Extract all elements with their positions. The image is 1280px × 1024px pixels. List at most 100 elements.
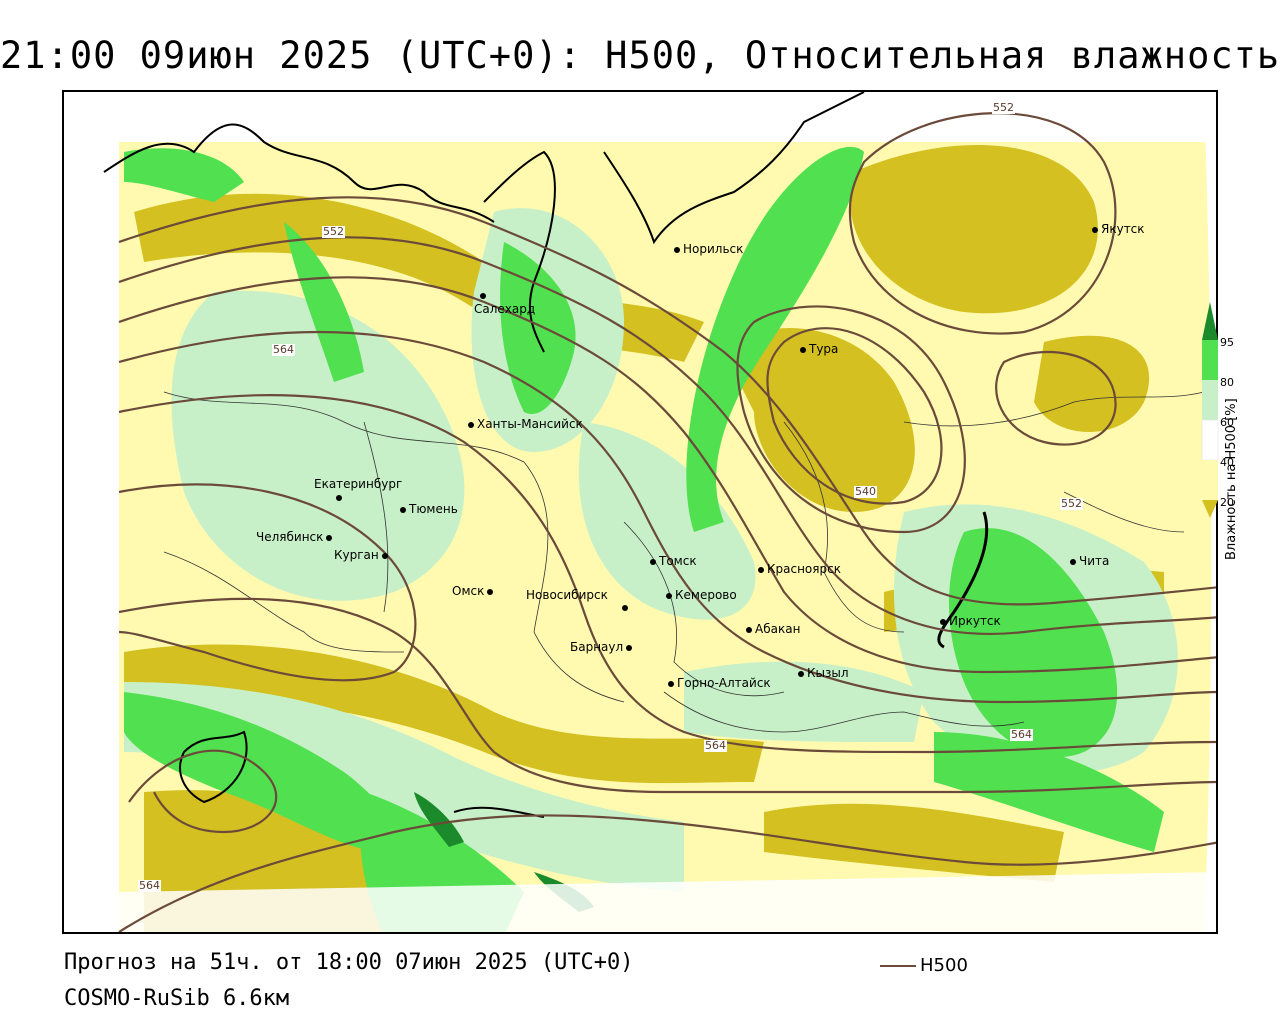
city-label: Новосибирск: [526, 588, 608, 602]
city-label: Тура: [809, 342, 839, 356]
city-marker: Курган: [334, 548, 391, 562]
city-marker: Новосибирск: [526, 588, 608, 602]
humidity-band-60: [171, 290, 465, 601]
humidity-band-80: [934, 732, 1164, 852]
city-marker: Челябинск: [256, 530, 335, 544]
city-marker: Тюмень: [400, 502, 458, 516]
humidity-band-95: [414, 792, 464, 847]
colorbar-scale: [1201, 302, 1219, 518]
humidity-band-40: [764, 803, 1064, 882]
h500-contours: [118, 112, 1216, 932]
humidity-band-80: [124, 692, 392, 852]
city-dot: [666, 592, 672, 599]
unshaded-region: [64, 92, 1216, 142]
coastline: [483, 150, 556, 353]
legend-line: [880, 965, 916, 967]
city-label: Омск: [452, 584, 485, 598]
city-label: Курган: [334, 548, 379, 562]
humidity-band-40: [724, 328, 915, 512]
city-dot: [400, 506, 406, 513]
colorbar-tick: 80: [1220, 376, 1234, 389]
contour-label: 564: [704, 739, 727, 752]
city-dot: [940, 618, 946, 625]
colorbar-tick: 20: [1220, 496, 1234, 509]
city-dot: [480, 292, 486, 299]
city-marker: Чита: [1070, 554, 1109, 568]
city-dot: [626, 644, 633, 651]
city-marker: Иркутск: [940, 614, 1001, 628]
city-marker: Кызыл: [798, 666, 849, 680]
city-dot: [668, 680, 674, 687]
city-label: Якутск: [1101, 222, 1145, 236]
model-info: COSMO-RuSib 6.6км: [64, 986, 290, 1011]
map-frame: 552 552 564 540 552 564 564 564 Норильск…: [62, 90, 1218, 934]
unshaded-region: [64, 92, 119, 932]
city-marker: Омск: [452, 584, 496, 598]
unshaded-region: [119, 872, 1216, 932]
city-label: Абакан: [755, 622, 801, 636]
city-marker: Ханты-Мансийск: [468, 417, 583, 431]
city-marker: Кемерово: [666, 588, 737, 602]
coastline: [603, 92, 865, 245]
contour-label: 540: [854, 485, 877, 498]
humidity-band-80: [284, 222, 364, 382]
contour-label: 552: [322, 225, 345, 238]
city-marker: [480, 288, 489, 302]
city-label: Екатеринбург: [314, 477, 403, 491]
colorbar: 95 80 60 40 20: [1200, 300, 1280, 600]
city-marker: Томск: [650, 554, 697, 568]
city-dot: [800, 346, 806, 353]
page-title: 21:00 09июн 2025 (UTC+0): H500, Относите…: [0, 34, 1280, 77]
humidity-band-40: [124, 644, 764, 784]
city-dot: [650, 558, 656, 565]
city-label: Томск: [659, 554, 697, 568]
city-label: Красноярск: [767, 562, 841, 576]
city-dot: [326, 534, 333, 541]
coastline: [103, 123, 495, 223]
colorbar-tick: 60: [1220, 416, 1234, 429]
humidity-band-60: [684, 661, 924, 742]
humidity-band-40: [1034, 335, 1150, 432]
contour-label: 552: [992, 101, 1015, 114]
city-marker: [622, 600, 631, 614]
city-label: Тюмень: [409, 502, 458, 516]
humidity-band-80: [500, 242, 576, 414]
humidity-band-80: [686, 146, 864, 532]
city-marker: Горно-Алтайск: [668, 676, 771, 690]
city-dot: [622, 604, 628, 611]
city-marker: Тура: [800, 342, 838, 356]
city-label: Барнаул: [570, 640, 624, 654]
city-dot: [336, 494, 342, 501]
city-label: Горно-Алтайск: [677, 676, 771, 690]
forecast-info: Прогноз на 51ч. от 18:00 07июн 2025 (UTC…: [64, 950, 634, 975]
colorbar-tick: 40: [1220, 456, 1234, 469]
humidity-band-40: [850, 144, 1098, 314]
city-label: Челябинск: [256, 530, 324, 544]
city-marker: Салехард: [474, 302, 535, 316]
city-dot: [798, 670, 804, 677]
coastline: [937, 511, 989, 649]
city-marker: Норильск: [674, 242, 743, 256]
city-dot: [468, 421, 474, 428]
city-marker: Якутск: [1092, 222, 1145, 236]
city-marker: Барнаул: [570, 640, 635, 654]
colorbar-title: Влажность на H500 [%]: [1224, 398, 1239, 560]
city-label: Ханты-Мансийск: [477, 417, 583, 431]
contour-label: 564: [272, 343, 295, 356]
city-label: Кызыл: [807, 666, 849, 680]
city-dot: [758, 566, 764, 573]
contour-label: 564: [1010, 728, 1033, 741]
coastline: [179, 730, 248, 804]
city-dot: [381, 552, 388, 559]
city-label: Чита: [1079, 554, 1110, 568]
city-dot: [1092, 226, 1098, 233]
city-dot: [674, 246, 680, 253]
city-label: Норильск: [683, 242, 744, 256]
humidity-band-60: [578, 422, 756, 620]
colorbar-tick: 95: [1220, 336, 1234, 349]
legend: H500: [880, 955, 968, 976]
city-marker: Красноярск: [758, 562, 841, 576]
city-dot: [487, 588, 494, 595]
humidity-band-80: [124, 148, 244, 202]
city-label: Салехард: [474, 302, 536, 316]
